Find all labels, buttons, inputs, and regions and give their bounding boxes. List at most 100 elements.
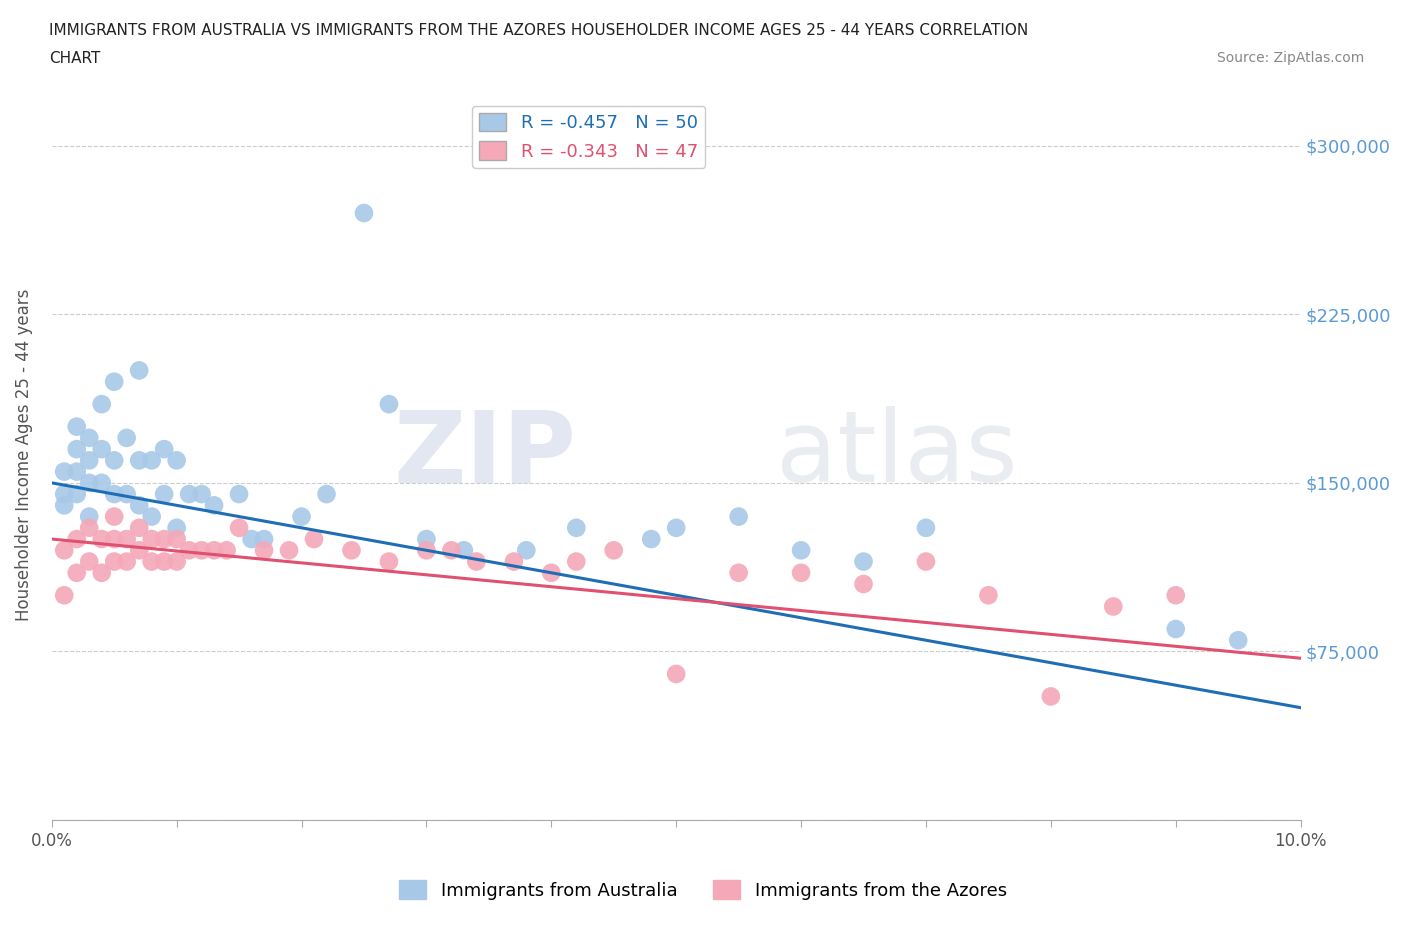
Point	[53, 588, 76, 603]
Point	[253, 532, 276, 547]
Point	[141, 509, 163, 524]
Text: IMMIGRANTS FROM AUSTRALIA VS IMMIGRANTS FROM THE AZORES HOUSEHOLDER INCOME AGES : IMMIGRANTS FROM AUSTRALIA VS IMMIGRANTS …	[49, 23, 1028, 38]
Point	[90, 442, 112, 457]
Point	[115, 532, 138, 547]
Point	[665, 667, 688, 682]
Point	[202, 498, 225, 512]
Point	[90, 397, 112, 412]
Point	[66, 419, 89, 434]
Point	[166, 532, 188, 547]
Point	[53, 486, 76, 501]
Point	[1227, 632, 1250, 647]
Point	[128, 521, 150, 536]
Point	[453, 543, 475, 558]
Point	[977, 588, 1000, 603]
Point	[128, 363, 150, 378]
Point	[166, 453, 188, 468]
Point	[790, 543, 813, 558]
Point	[103, 374, 125, 389]
Point	[852, 554, 875, 569]
Point	[66, 442, 89, 457]
Point	[340, 543, 363, 558]
Point	[215, 543, 238, 558]
Point	[128, 453, 150, 468]
Point	[253, 543, 276, 558]
Point	[915, 554, 938, 569]
Point	[179, 543, 201, 558]
Point	[353, 206, 375, 220]
Legend: R = -0.457   N = 50, R = -0.343   N = 47: R = -0.457 N = 50, R = -0.343 N = 47	[472, 106, 706, 168]
Point	[77, 521, 100, 536]
Point	[77, 431, 100, 445]
Point	[153, 442, 176, 457]
Point	[166, 521, 188, 536]
Point	[202, 543, 225, 558]
Point	[440, 543, 463, 558]
Point	[315, 486, 337, 501]
Point	[103, 453, 125, 468]
Point	[115, 431, 138, 445]
Point	[90, 532, 112, 547]
Text: atlas: atlas	[776, 406, 1018, 503]
Point	[77, 509, 100, 524]
Point	[665, 521, 688, 536]
Point	[540, 565, 562, 580]
Point	[77, 475, 100, 490]
Point	[1164, 621, 1187, 636]
Point	[103, 554, 125, 569]
Point	[190, 486, 212, 501]
Point	[90, 475, 112, 490]
Point	[141, 554, 163, 569]
Point	[727, 509, 749, 524]
Point	[790, 565, 813, 580]
Point	[465, 554, 488, 569]
Point	[103, 509, 125, 524]
Point	[141, 453, 163, 468]
Point	[515, 543, 537, 558]
Point	[378, 554, 401, 569]
Point	[1102, 599, 1125, 614]
Point	[66, 486, 89, 501]
Point	[415, 532, 437, 547]
Point	[77, 453, 100, 468]
Point	[378, 397, 401, 412]
Point	[103, 532, 125, 547]
Point	[115, 554, 138, 569]
Point	[90, 565, 112, 580]
Text: ZIP: ZIP	[394, 406, 576, 503]
Point	[179, 486, 201, 501]
Point	[565, 554, 588, 569]
Point	[66, 464, 89, 479]
Point	[141, 532, 163, 547]
Point	[727, 565, 749, 580]
Point	[640, 532, 662, 547]
Point	[290, 509, 312, 524]
Point	[190, 543, 212, 558]
Point	[153, 486, 176, 501]
Point	[502, 554, 524, 569]
Point	[53, 464, 76, 479]
Point	[1164, 588, 1187, 603]
Point	[166, 554, 188, 569]
Point	[228, 521, 250, 536]
Point	[66, 565, 89, 580]
Point	[128, 543, 150, 558]
Point	[603, 543, 626, 558]
Point	[915, 521, 938, 536]
Point	[53, 498, 76, 512]
Point	[115, 486, 138, 501]
Point	[240, 532, 263, 547]
Legend: Immigrants from Australia, Immigrants from the Azores: Immigrants from Australia, Immigrants fr…	[392, 873, 1014, 907]
Point	[1039, 689, 1062, 704]
Text: CHART: CHART	[49, 51, 101, 66]
Text: Source: ZipAtlas.com: Source: ZipAtlas.com	[1216, 51, 1364, 65]
Point	[415, 543, 437, 558]
Point	[852, 577, 875, 591]
Y-axis label: Householder Income Ages 25 - 44 years: Householder Income Ages 25 - 44 years	[15, 288, 32, 621]
Point	[565, 521, 588, 536]
Point	[153, 532, 176, 547]
Point	[66, 532, 89, 547]
Point	[302, 532, 325, 547]
Point	[228, 486, 250, 501]
Point	[128, 498, 150, 512]
